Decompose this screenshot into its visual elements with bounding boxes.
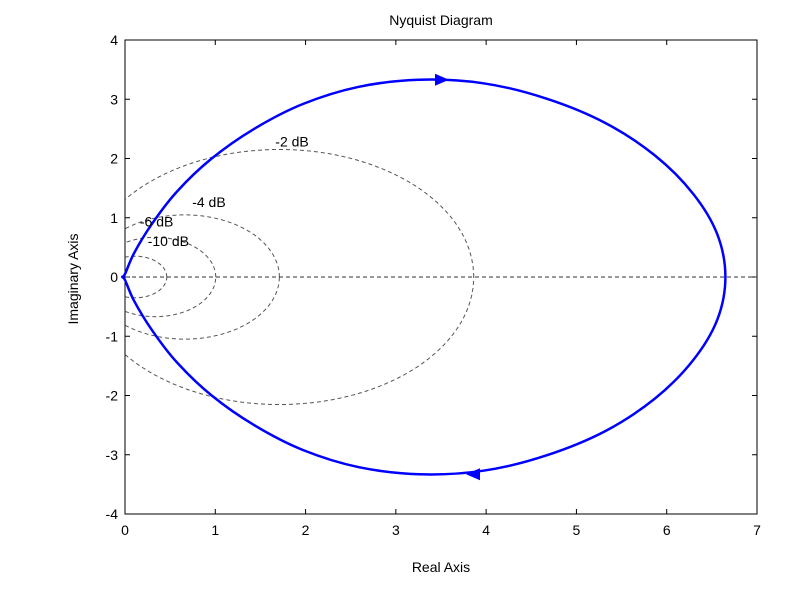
tick-group: 0 1 2 3 4 5 6 7 -4 -3 -2 -1 0 1 2 3 4 <box>106 32 762 538</box>
y-tick-label: -3 <box>106 447 119 463</box>
y-tick-label: 4 <box>110 32 118 48</box>
m-circle <box>124 236 217 318</box>
y-tick-label: 2 <box>110 151 118 167</box>
arrow-top-icon <box>435 73 449 86</box>
x-tick-label: 4 <box>482 522 490 538</box>
x-tick-label: 0 <box>121 522 129 538</box>
m-circle-label: -6 dB <box>140 214 173 230</box>
m-circle-label: -4 dB <box>192 194 225 210</box>
x-tick-label: 3 <box>392 522 400 538</box>
y-tick-label: -4 <box>106 506 119 522</box>
m-circle-labels: -2 dB -4 dB -6 dB -10 dB <box>140 134 309 250</box>
m-circle-group <box>124 149 475 405</box>
y-tick-label: 0 <box>110 269 118 285</box>
x-axis-label: Real Axis <box>412 559 470 575</box>
x-tick-label: 2 <box>302 522 310 538</box>
m-circle <box>124 214 280 340</box>
y-tick-label: 3 <box>110 91 118 107</box>
m-circle <box>125 255 168 299</box>
m-circle <box>124 149 475 405</box>
y-axis-label: Imaginary Axis <box>65 233 81 324</box>
nyquist-curve <box>121 78 727 476</box>
y-tick-label: 1 <box>110 210 118 226</box>
m-circle-label: -10 dB <box>148 233 189 249</box>
x-tick-label: 7 <box>753 522 761 538</box>
chart-title: Nyquist Diagram <box>389 12 492 28</box>
x-tick-label: 5 <box>573 522 581 538</box>
arrow-bottom-icon <box>466 468 480 481</box>
y-tick-label: -1 <box>106 328 119 344</box>
x-tick-label: 6 <box>663 522 671 538</box>
x-tick-label: 1 <box>211 522 219 538</box>
m-circle-label: -2 dB <box>275 134 308 150</box>
y-tick-label: -2 <box>106 388 119 404</box>
